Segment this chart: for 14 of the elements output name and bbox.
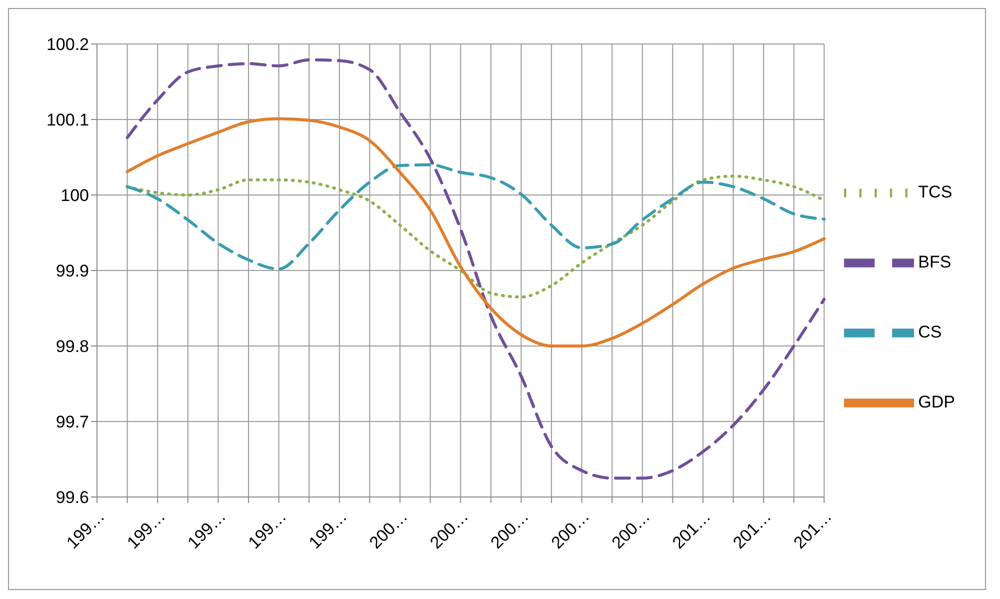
- y-tick-label: 100.2: [46, 35, 89, 54]
- y-tick-label: 99.6: [56, 488, 89, 508]
- legend-label: BFS: [918, 252, 952, 272]
- legend-label: TCS: [918, 182, 952, 202]
- y-tick-label: 100.1: [46, 110, 89, 130]
- y-tick-label: 100: [60, 186, 89, 206]
- legend-label: GDP: [918, 392, 955, 412]
- legend-label: CS: [918, 322, 942, 342]
- y-tick-label: 99.9: [56, 262, 89, 281]
- line-series: [126, 117, 826, 348]
- y-tick-label: 99.7: [56, 412, 89, 432]
- line-series: [126, 58, 826, 480]
- y-tick-label: 99.8: [56, 337, 89, 356]
- line-series: [126, 163, 826, 270]
